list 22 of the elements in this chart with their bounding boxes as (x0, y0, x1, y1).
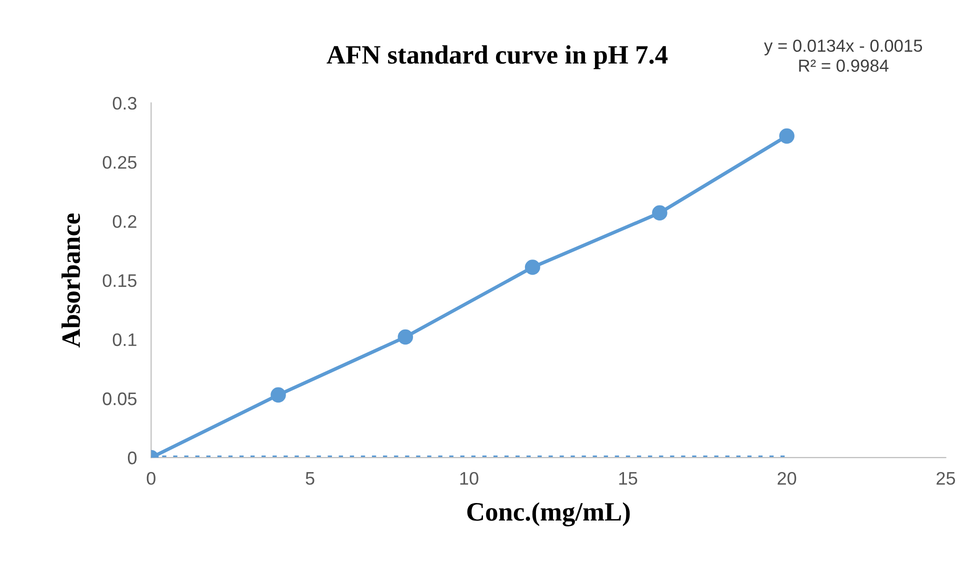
y-tick-label: 0.2 (112, 215, 136, 228)
y-axis-title: Absorbance (62, 214, 80, 348)
x-tick-label: 25 (936, 472, 956, 485)
y-tick-label: 0.05 (102, 392, 136, 406)
x-axis-title: Conc.(mg/mL) (467, 502, 630, 526)
point (270, 387, 286, 403)
point (398, 329, 414, 345)
point (779, 128, 794, 144)
y-tick-label: 0.15 (102, 274, 136, 287)
x-tick-label: 5 (306, 472, 314, 485)
y-tick-label: 0.1 (112, 333, 136, 346)
text: y = 0.0134x - 0.0015 R² = 0.9984 (764, 40, 922, 72)
x-tick-label: 0 (146, 472, 156, 485)
y-tick-label: 0.25 (102, 156, 136, 169)
y-tick-label: 0 (128, 452, 137, 464)
x-tick-label: 15 (619, 472, 638, 485)
point (524, 260, 540, 275)
x-tick-label: 20 (778, 472, 796, 485)
x-tick-label: 10 (460, 472, 478, 485)
point (652, 205, 668, 221)
y-tick-label: 0.3 (112, 96, 136, 110)
chart-title: AFN standard curve in pH 7.4 (326, 45, 668, 70)
